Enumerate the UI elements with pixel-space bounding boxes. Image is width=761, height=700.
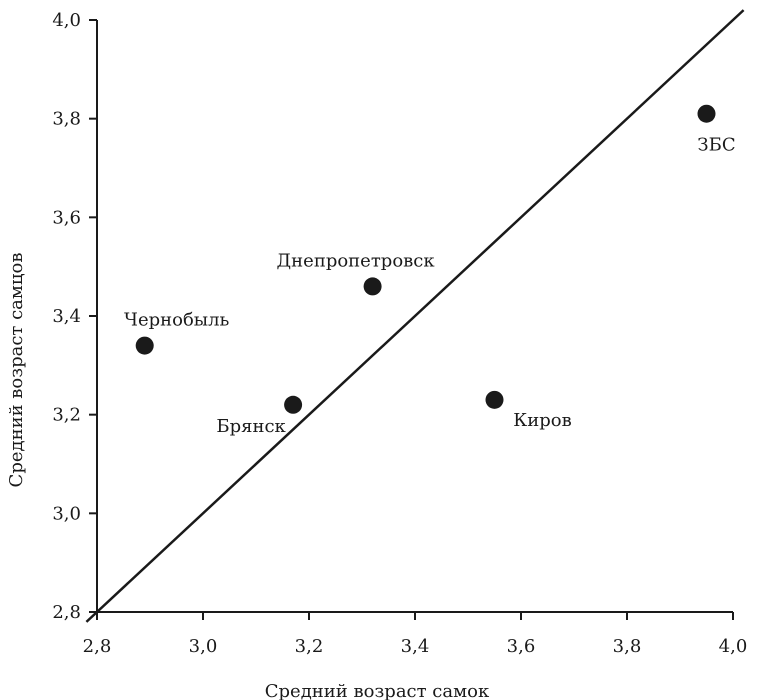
y-tick-label: 3,4 <box>52 306 81 327</box>
x-tick-label: 2,8 <box>83 636 112 657</box>
y-tick-label: 2,8 <box>52 602 81 623</box>
x-tick-label: 3,8 <box>613 636 642 657</box>
y-tick-label: 3,6 <box>52 207 81 228</box>
x-tick-label: 4,0 <box>719 636 748 657</box>
data-point <box>485 390 504 409</box>
x-tick-label: 3,2 <box>295 636 324 657</box>
y-tick-label: 3,0 <box>52 503 81 524</box>
point-label: ЗБС <box>697 135 735 156</box>
data-point <box>697 104 716 123</box>
reference-line-y-equals-x <box>85 9 745 623</box>
x-tick-label: 3,4 <box>401 636 430 657</box>
y-tick-label: 3,8 <box>52 109 81 130</box>
y-tick-label: 4,0 <box>52 10 81 31</box>
point-label: Чернобыль <box>124 310 230 331</box>
x-tick-label: 3,0 <box>189 636 218 657</box>
point-label: Киров <box>513 410 571 431</box>
point-label: Днепропетровск <box>277 250 436 271</box>
x-tick-label: 3,6 <box>507 636 536 657</box>
points-group <box>135 104 716 414</box>
data-point <box>135 336 154 355</box>
y-axis-title: Средний возраст самцов <box>6 253 27 488</box>
x-axis-title: Средний возраст самок <box>265 681 490 700</box>
axes: 2,8 3,0 3,2 3,4 3,6 3,8 4,0 2,8 3,0 3,2 3,4 3,6 3,8 4… <box>52 10 747 657</box>
point-label: Брянск <box>216 416 286 437</box>
data-point <box>363 277 382 296</box>
data-point <box>284 395 303 414</box>
point-labels-group: Чернобыль Брянск Днепропетровск Киров ЗБС <box>124 135 736 437</box>
reference-line-group <box>85 9 745 623</box>
y-tick-label: 3,2 <box>52 405 81 426</box>
